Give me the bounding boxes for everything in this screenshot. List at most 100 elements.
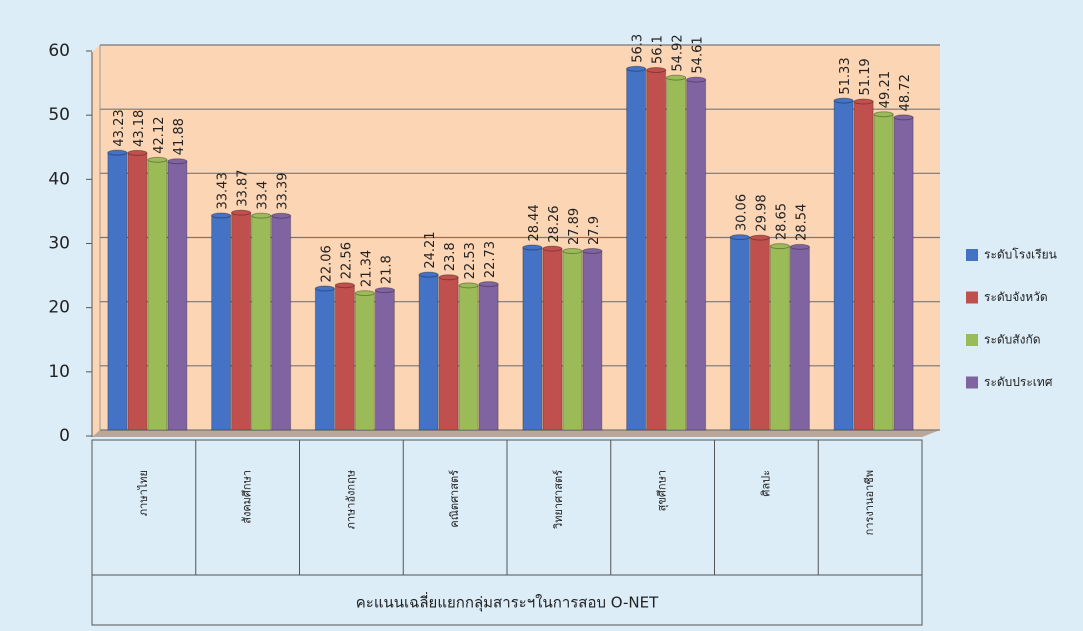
data-label: 51.33 — [838, 57, 853, 94]
bar — [478, 283, 499, 431]
data-label: 33.4 — [256, 181, 271, 210]
bar — [127, 152, 148, 431]
bar-top — [686, 76, 707, 83]
floor — [92, 430, 940, 437]
bar-top — [769, 243, 790, 250]
bar — [147, 159, 168, 431]
x-tick-label: ภาษาไทย — [137, 470, 150, 516]
bar-top — [147, 156, 168, 163]
legend-swatch — [966, 249, 978, 261]
plot-area — [92, 45, 940, 437]
bar-top — [582, 247, 603, 254]
bar-top — [749, 234, 770, 241]
bar-top — [334, 282, 355, 289]
data-label: 28.44 — [527, 204, 542, 241]
bar — [374, 289, 395, 431]
bar-top — [893, 114, 914, 121]
bar — [211, 214, 232, 431]
bar-top — [833, 97, 854, 104]
data-label: 21.8 — [379, 255, 394, 284]
bar-top — [542, 245, 563, 252]
data-label: 33.39 — [276, 173, 291, 210]
data-label: 23.8 — [443, 242, 458, 271]
bar — [749, 237, 770, 431]
bar-top — [873, 111, 894, 118]
data-label: 27.89 — [567, 208, 582, 245]
bar-top — [458, 282, 479, 289]
bar-top — [354, 290, 375, 297]
data-label: 33.43 — [216, 172, 231, 209]
data-label: 22.53 — [463, 242, 478, 279]
bar-top — [127, 149, 148, 156]
legend-label: ระดับโรงเรียน — [984, 248, 1057, 262]
data-label: 54.61 — [691, 36, 706, 73]
bar — [107, 152, 128, 431]
x-tick-label: สังคมศึกษา — [241, 470, 254, 524]
data-label: 28.26 — [547, 205, 562, 242]
data-label: 22.06 — [319, 245, 334, 282]
data-label: 22.56 — [339, 242, 354, 279]
bar — [626, 68, 647, 431]
bar — [542, 248, 563, 431]
data-label: 24.21 — [423, 231, 438, 268]
bar-top — [211, 212, 232, 219]
bar — [769, 245, 790, 431]
data-label: 22.73 — [483, 241, 498, 278]
bar-top — [522, 244, 543, 251]
bar — [582, 250, 603, 431]
data-label: 33.87 — [236, 169, 251, 206]
bar-top — [626, 65, 647, 72]
bar — [522, 247, 543, 431]
data-label: 29.98 — [754, 194, 769, 231]
legend-swatch — [966, 334, 978, 346]
bar — [251, 215, 272, 431]
bar-top — [562, 248, 583, 255]
bar — [853, 101, 874, 431]
y-tick-label: 30 — [48, 234, 70, 254]
bar — [354, 292, 375, 431]
data-label: 54.92 — [671, 34, 686, 71]
data-label: 56.3 — [631, 34, 646, 63]
y-tick-label: 50 — [48, 105, 70, 125]
bar — [833, 100, 854, 431]
bar-top — [438, 274, 459, 281]
legend-label: ระดับจังหวัด — [984, 290, 1048, 304]
bar-top — [789, 243, 810, 250]
data-label: 43.23 — [112, 109, 127, 146]
bar-top — [729, 234, 750, 241]
data-label: 41.88 — [172, 118, 187, 155]
bar-top — [374, 287, 395, 294]
x-tick-label: ภาษาอังกฤษ — [344, 470, 357, 529]
x-axis-title: คะแนนเฉลี่ยแยกกลุ่มสาระฯในการสอบ O-NET — [356, 592, 659, 613]
data-label: 28.54 — [794, 204, 809, 241]
data-label: 51.19 — [858, 58, 873, 95]
bar — [458, 284, 479, 431]
x-tick-label: สุขศึกษา — [656, 470, 669, 511]
y-tick-label: 60 — [48, 41, 70, 61]
bar — [873, 113, 894, 431]
y-tick-label: 10 — [48, 362, 70, 382]
y-tick-label: 40 — [48, 169, 70, 189]
bar — [686, 79, 707, 431]
data-label: 56.1 — [651, 35, 666, 64]
bar-top — [418, 271, 439, 278]
bar — [314, 287, 335, 431]
bar-top — [666, 74, 687, 81]
data-label: 48.72 — [898, 74, 913, 111]
x-tick-label: วิทยาศาสตร์ — [552, 470, 565, 530]
bar — [729, 236, 750, 431]
bar-top — [853, 98, 874, 105]
legend-label: ระดับประเทศ — [984, 375, 1053, 389]
data-label: 27.9 — [587, 216, 602, 245]
bar-top — [231, 209, 252, 216]
y-tick-label: 20 — [48, 298, 70, 318]
bar — [893, 116, 914, 431]
bar-top — [271, 212, 292, 219]
data-label: 28.65 — [774, 203, 789, 240]
legend-swatch — [966, 376, 978, 389]
bar — [666, 77, 687, 431]
bar — [789, 246, 810, 431]
legend-swatch — [966, 291, 978, 304]
